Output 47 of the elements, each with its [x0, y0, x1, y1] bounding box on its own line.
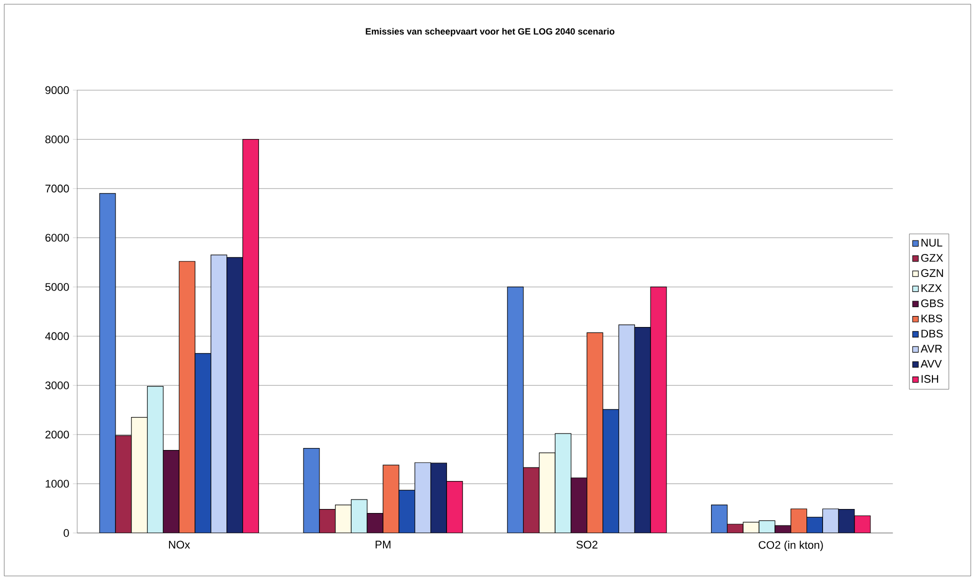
bar — [507, 286, 524, 533]
legend-label: NUL — [922, 238, 942, 247]
y-tick-label: 1000 — [46, 480, 69, 488]
bar — [430, 462, 447, 533]
y-tick-label: 2000 — [45, 430, 69, 438]
bar — [147, 386, 164, 533]
bar — [319, 508, 336, 533]
y-tick-label: 5000 — [45, 283, 69, 291]
y-tick-label: 4000 — [45, 332, 69, 340]
y-tick-label: 9000 — [45, 86, 69, 94]
bar — [523, 467, 540, 533]
legend-label: AVR — [920, 344, 942, 352]
x-tick-label: NOx — [169, 540, 190, 548]
y-tick-label: 8000 — [45, 135, 69, 144]
bar — [115, 435, 132, 533]
y-tick-label: 6000 — [45, 234, 69, 242]
y-tick-label: 0 — [64, 529, 69, 537]
x-tick-label: SO2 — [576, 540, 598, 548]
y-tick-label: 3000 — [45, 381, 69, 390]
bar — [194, 353, 212, 533]
legend-label: GZX — [921, 254, 944, 262]
chart-title: Emissies van scheepvaart voor het GE LOG 2040 scenario — [366, 28, 614, 36]
bar — [303, 448, 320, 533]
y-tick-label: 7000 — [45, 184, 69, 192]
bar — [602, 409, 620, 533]
legend-label: AVV — [920, 360, 942, 368]
bar — [618, 324, 635, 533]
bar — [350, 499, 368, 533]
bar — [806, 516, 823, 533]
legend-label: GZN — [921, 269, 943, 277]
bar — [210, 254, 228, 533]
legend-label: KBS — [922, 314, 942, 322]
bar — [226, 257, 244, 533]
bar — [398, 490, 416, 533]
bar — [414, 462, 432, 533]
bar — [711, 504, 728, 533]
bar — [838, 508, 855, 533]
x-tick-label: PM — [376, 540, 390, 548]
bar — [634, 326, 651, 533]
bar — [554, 433, 572, 533]
legend-label: GBS — [921, 299, 944, 308]
legend-label: DBS — [922, 330, 943, 338]
bar — [99, 193, 116, 533]
legend-label: KZX — [922, 284, 942, 292]
legend-label: ISH — [922, 374, 938, 383]
bar — [822, 508, 839, 533]
x-tick-label: CO2 (in kton) — [758, 540, 823, 551]
